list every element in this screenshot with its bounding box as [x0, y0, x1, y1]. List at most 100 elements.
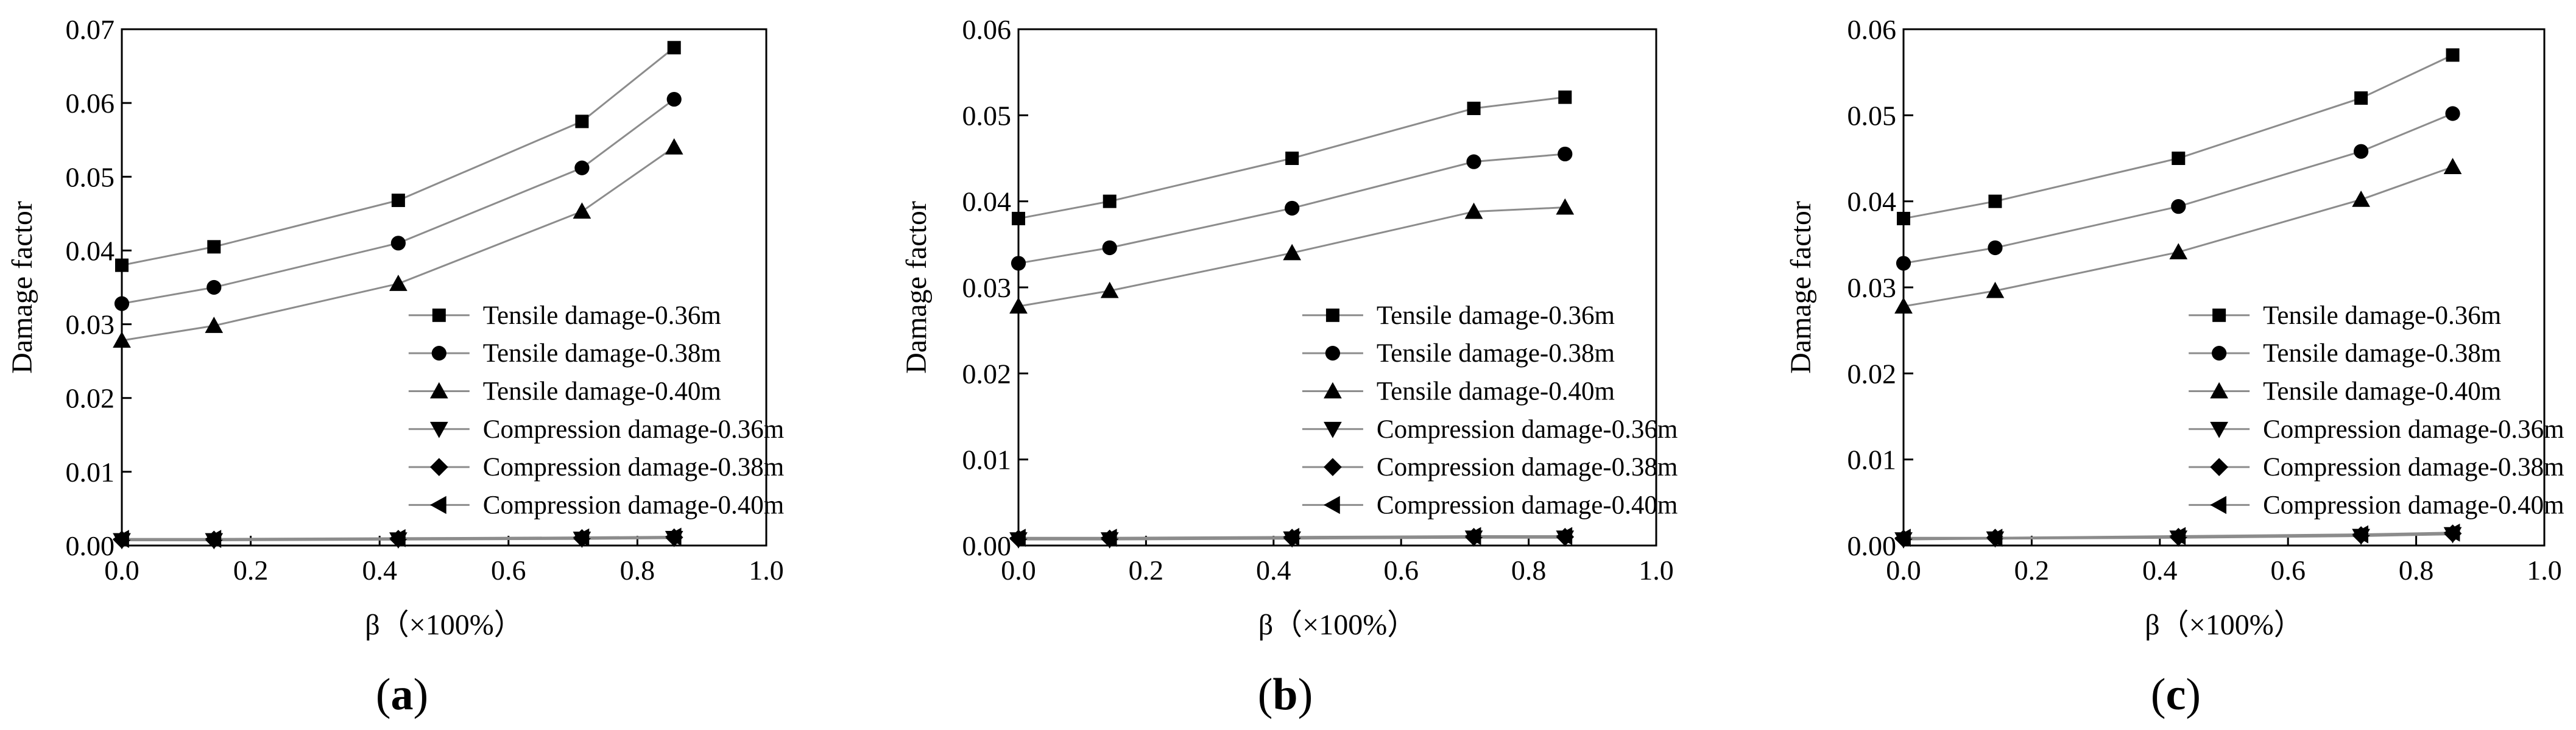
y-tick-label: 0.03	[1847, 272, 1897, 303]
data-point-square-marker	[1988, 194, 2002, 208]
x-tick-label: 0.4	[1256, 555, 1291, 586]
y-tick-label: 0.00	[66, 530, 115, 561]
panel-label-open: (	[376, 670, 391, 720]
data-point-triangle-up-marker	[1556, 198, 1575, 215]
legend-triangle-left-marker	[429, 496, 446, 514]
x-tick-label: 0.4	[362, 555, 397, 586]
y-tick-label: 0.00	[962, 530, 1012, 561]
data-point-triangle-up-marker	[113, 331, 131, 348]
x-tick-label: 0.0	[1886, 555, 1921, 586]
panel-label: (b)	[1258, 670, 1313, 720]
y-axis-title: Damage factor	[1785, 201, 1817, 374]
legend-label: Tensile damage-0.38m	[483, 339, 721, 368]
data-point-triangle-up-marker	[2169, 243, 2188, 259]
chart-panel-b: 0.00 0.01 0.02 0.03 0.04 0.05 0.06 0.0 0.2 0.4 0.6…	[900, 14, 1678, 720]
y-tick-label: 0.04	[962, 186, 1012, 217]
x-tick-label: 1.0	[749, 555, 784, 586]
data-point-square-marker	[1285, 152, 1299, 165]
data-point-square-marker	[1467, 102, 1481, 116]
data-point-triangle-left-marker	[2352, 525, 2369, 544]
x-tick-label: 0.6	[1383, 555, 1419, 586]
data-point-triangle-up-marker	[1986, 281, 2005, 298]
y-tick-label: 0.02	[1847, 358, 1897, 389]
legend-triangle-up-marker	[1324, 382, 1342, 399]
data-point-circle-marker	[2171, 199, 2186, 214]
x-tick-label: 0.2	[233, 555, 269, 586]
data-point-triangle-left-marker	[573, 528, 590, 547]
y-tick-label: 0.00	[1847, 530, 1897, 561]
legend-circle-marker	[431, 346, 446, 361]
data-point-triangle-up-marker	[1100, 281, 1119, 298]
data-point-triangle-up-marker	[665, 138, 683, 155]
legend-triangle-left-marker	[1324, 496, 1340, 514]
series-line-2	[1903, 113, 2454, 264]
data-point-triangle-left-marker	[1894, 528, 1911, 547]
panel-label: (a)	[376, 670, 428, 720]
legend-label: Compression damage-0.38m	[2263, 453, 2564, 482]
legend-square-marker	[2212, 308, 2226, 322]
data-point-circle-marker	[1988, 240, 2003, 256]
x-axis-title: β（×100%）	[1258, 609, 1416, 641]
y-tick-label: 0.06	[962, 14, 1012, 45]
data-point-square-marker	[207, 240, 221, 254]
legend-label: Tensile damage-0.36m	[2263, 301, 2501, 330]
panel-label-letter: a	[391, 670, 414, 720]
data-point-triangle-left-marker	[113, 530, 129, 548]
legend-square-marker	[432, 308, 446, 322]
legend-label: Tensile damage-0.38m	[2263, 339, 2501, 368]
data-point-triangle-left-marker	[2169, 527, 2186, 546]
legend-label: Tensile damage-0.36m	[483, 301, 721, 330]
data-point-triangle-up-marker	[573, 202, 591, 219]
panel-label-letter: c	[2166, 670, 2186, 720]
legend-label: Compression damage-0.36m	[2263, 415, 2564, 444]
y-tick-label: 0.06	[1847, 14, 1897, 45]
legend-label: Compression damage-0.36m	[1377, 415, 1678, 444]
data-point-triangle-up-marker	[389, 275, 408, 291]
data-point-circle-marker	[1896, 256, 1911, 271]
data-point-circle-marker	[1011, 256, 1026, 271]
x-tick-label: 0.2	[2014, 555, 2050, 586]
x-tick-label: 0.0	[104, 555, 139, 586]
data-point-triangle-up-marker	[205, 317, 224, 333]
data-point-triangle-up-marker	[2352, 190, 2370, 207]
panel-label-close: )	[2186, 670, 2201, 720]
x-tick-label: 0.8	[1511, 555, 1547, 586]
x-tick-label: 0.4	[2142, 555, 2178, 586]
series-line-3	[1903, 166, 2454, 307]
legend-label: Compression damage-0.40m	[2263, 491, 2564, 519]
data-point-square-marker	[1012, 211, 1025, 225]
legend-label: Compression damage-0.40m	[483, 491, 784, 519]
data-point-triangle-up-marker	[1894, 297, 1913, 314]
data-point-circle-marker	[114, 296, 130, 311]
data-point-circle-marker	[1558, 146, 1573, 162]
x-tick-label: 0.8	[2399, 555, 2434, 586]
legend-label: Tensile damage-0.40m	[483, 377, 721, 405]
y-tick-label: 0.04	[1847, 186, 1897, 217]
y-tick-label: 0.04	[66, 235, 115, 266]
y-axis-title: Damage factor	[900, 201, 933, 374]
panel-label-letter: b	[1272, 670, 1297, 720]
data-point-circle-marker	[1466, 154, 1481, 169]
data-point-circle-marker	[2354, 144, 2369, 159]
legend-label: Tensile damage-0.36m	[1377, 301, 1615, 330]
legend-label: Compression damage-0.36m	[483, 415, 784, 444]
data-point-triangle-left-marker	[205, 530, 222, 548]
y-tick-label: 0.01	[1847, 444, 1897, 476]
y-tick-label: 0.05	[1847, 100, 1897, 131]
data-point-triangle-left-marker	[1556, 527, 1573, 546]
y-tick-label: 0.06	[66, 88, 115, 119]
chart-panel-c: 0.00 0.01 0.02 0.03 0.04 0.05 0.06 0.0 0.2 0.4 0.6…	[1785, 14, 2564, 720]
y-tick-label: 0.01	[66, 457, 115, 488]
legend-triangle-down-marker	[429, 421, 448, 438]
panel-label: (c)	[2151, 670, 2201, 720]
legend-label: Tensile damage-0.40m	[2263, 377, 2501, 405]
y-tick-label: 0.05	[66, 161, 115, 192]
y-axis-title: Damage factor	[6, 201, 38, 374]
data-point-circle-marker	[2445, 106, 2460, 121]
y-tick-label: 0.03	[962, 272, 1012, 303]
panel-label-open: (	[2151, 670, 2166, 720]
data-point-square-marker	[1897, 211, 1910, 225]
legend-label: Compression damage-0.38m	[1377, 453, 1678, 482]
panel-label-close: )	[414, 670, 429, 720]
